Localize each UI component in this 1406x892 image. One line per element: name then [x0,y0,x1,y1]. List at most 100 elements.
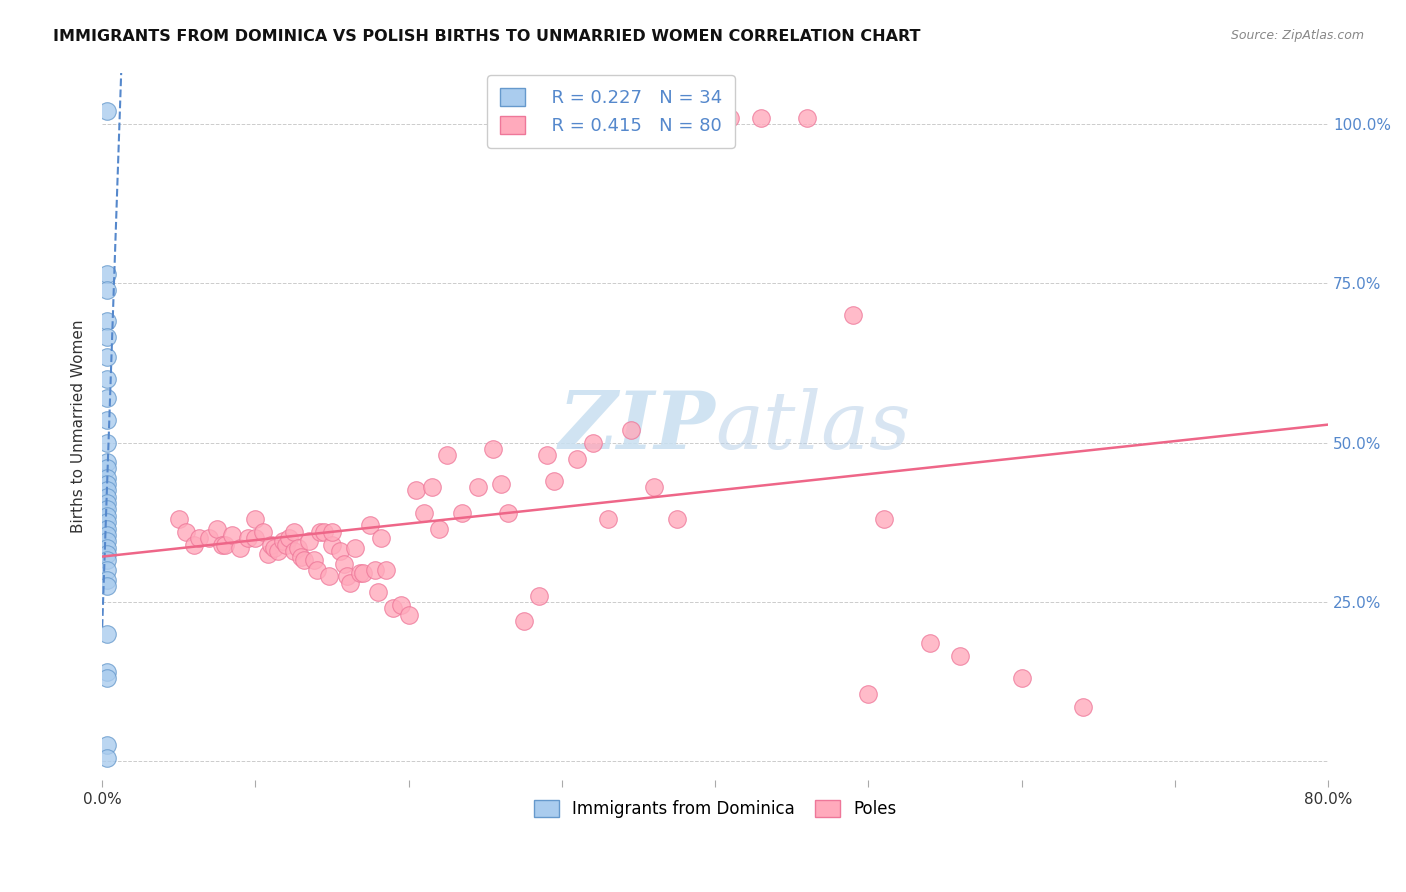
Point [467,480,489,494]
Point [96,413,118,427]
Point [302,553,325,567]
Point [96,502,118,516]
Point [96,391,118,405]
Point [344,541,367,555]
Point [314,524,336,539]
Point [263,541,285,555]
Point [536,448,558,462]
Point [260,537,283,551]
Point [643,480,665,494]
Point [367,585,389,599]
Point [96,738,118,752]
Point [96,626,118,640]
Point [420,480,443,494]
Point [596,512,619,526]
Point [96,461,118,475]
Point [796,111,818,125]
Point [283,524,305,539]
Point [527,589,550,603]
Point [96,455,118,469]
Point [96,372,118,386]
Point [96,470,118,484]
Point [96,573,118,587]
Text: IMMIGRANTS FROM DOMINICA VS POLISH BIRTHS TO UNMARRIED WOMEN CORRELATION CHART: IMMIGRANTS FROM DOMINICA VS POLISH BIRTH… [53,29,921,44]
Point [96,665,118,679]
Point [245,531,267,545]
Point [205,522,228,536]
Point [96,528,118,542]
Point [413,506,436,520]
Point [321,524,343,539]
Point [96,104,118,119]
Point [96,314,118,328]
Point [96,671,118,685]
Point [949,648,972,663]
Point [389,598,412,612]
Point [512,614,534,628]
Point [339,575,361,590]
Point [749,111,772,125]
Point [252,524,274,539]
Point [221,528,243,542]
Point [543,474,565,488]
Point [318,569,340,583]
Point [267,544,290,558]
Point [283,544,305,558]
Point [321,537,343,551]
Point [176,524,198,539]
Point [567,451,589,466]
Point [290,550,312,565]
Point [294,553,316,567]
Point [183,537,205,551]
Point [665,512,688,526]
Text: atlas: atlas [716,388,911,466]
Point [198,531,221,545]
Point [96,496,118,510]
Point [96,515,118,529]
Point [96,553,118,567]
Point [229,541,252,555]
Text: ZIP: ZIP [558,388,716,466]
Point [489,477,512,491]
Point [329,544,352,558]
Point [364,563,387,577]
Point [271,534,294,549]
Point [308,524,330,539]
Point [96,483,118,498]
Point [436,448,458,462]
Point [352,566,374,581]
Point [256,547,278,561]
Point [96,751,118,765]
Legend: Immigrants from Dominica, Poles: Immigrants from Dominica, Poles [527,794,903,825]
Point [167,512,190,526]
Point [1011,671,1033,685]
Point [96,522,118,536]
Point [918,636,941,650]
Point [842,308,865,322]
Point [451,506,474,520]
Point [96,350,118,364]
Point [398,607,420,622]
Point [689,111,711,125]
Point [211,537,233,551]
Point [581,435,603,450]
Point [278,531,301,545]
Point [187,531,209,545]
Point [482,442,505,456]
Point [96,541,118,555]
Point [96,330,118,344]
Point [336,569,359,583]
Point [359,518,381,533]
Point [305,563,328,577]
Point [298,534,321,549]
Point [333,557,356,571]
Point [96,490,118,504]
Point [96,283,118,297]
Point [873,512,896,526]
Point [1071,700,1094,714]
Point [245,512,267,526]
Point [96,579,118,593]
Point [96,267,118,281]
Point [96,508,118,523]
Point [374,563,396,577]
